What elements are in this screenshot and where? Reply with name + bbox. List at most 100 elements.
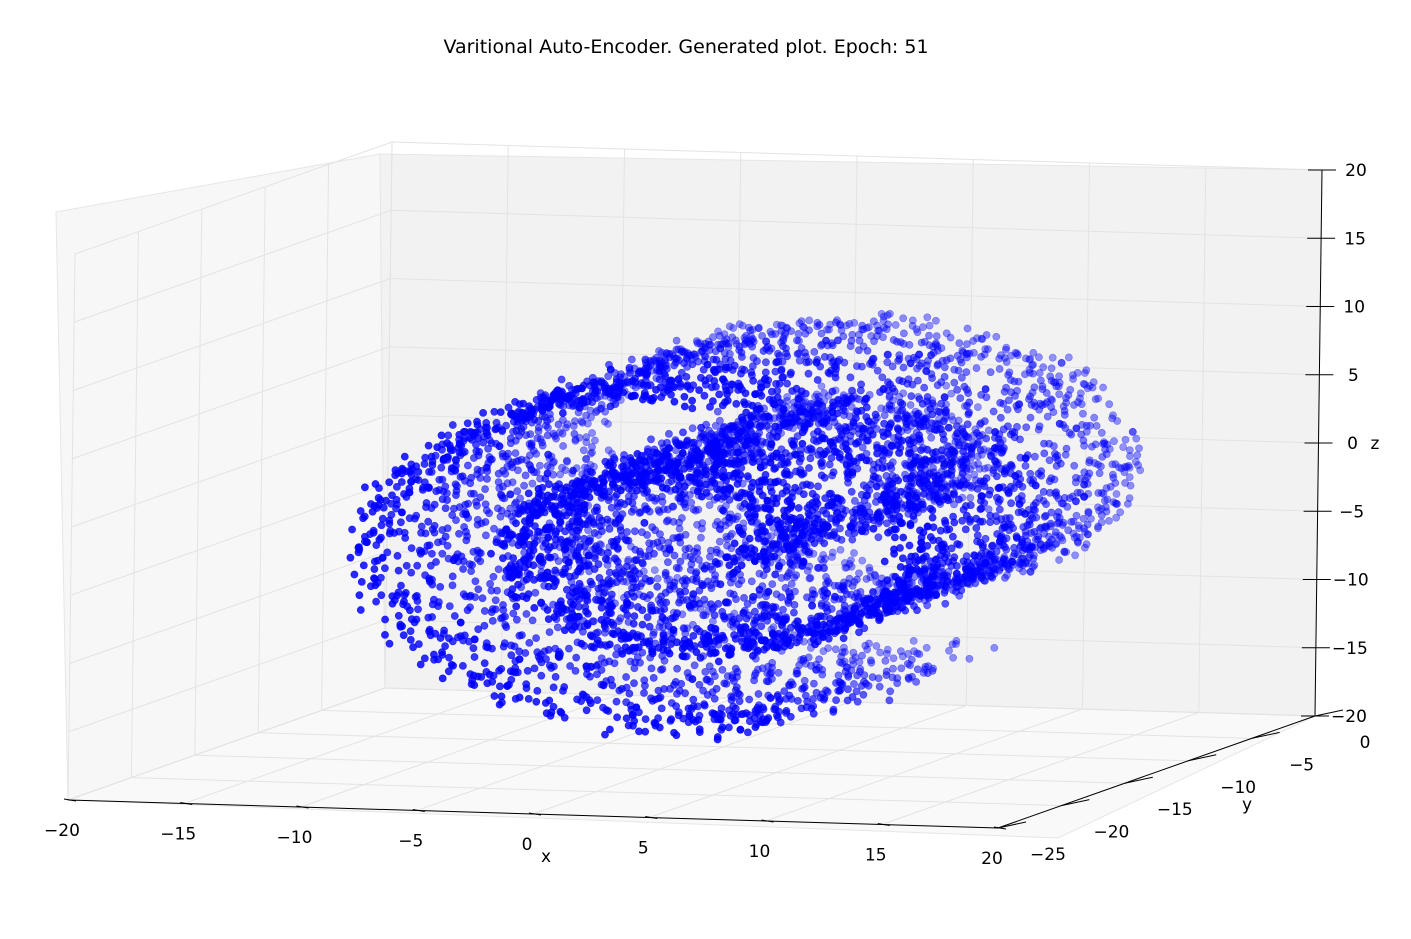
scatter-point [529,561,538,570]
scatter-point [1105,445,1114,453]
scatter-point [1126,452,1134,460]
scatter-point [926,533,935,541]
scatter-point [832,627,841,636]
scatter-point [417,529,425,537]
scatter-point [777,460,786,469]
scatter-point [862,394,871,403]
scatter-point [1032,513,1041,522]
scatter-point [1089,378,1098,386]
scatter-point [1046,519,1055,528]
scatter-point [741,389,750,398]
scatter-point [473,420,482,429]
scatter-point [1112,490,1121,498]
scatter-point [489,572,498,581]
scatter-point [783,396,791,405]
scatter-point [559,409,567,417]
scatter-point [370,565,379,573]
scatter-point [893,679,902,688]
scatter-point [769,602,777,611]
scatter-point [962,552,971,561]
scatter-point [973,334,981,343]
scatter-point [862,324,871,332]
scatter-point [1064,391,1073,399]
scatter-point [984,505,993,514]
scatter-point [1106,482,1115,491]
scatter-point [515,647,524,656]
scatter-point [1021,370,1029,379]
scatter-point [550,613,559,621]
scatter-point [559,442,567,450]
scatter-point [890,434,898,442]
scatter-point [831,645,840,654]
scatter-point [1057,358,1066,367]
scatter-point [942,583,951,591]
scatter-point [715,365,724,374]
scatter-point [613,644,622,652]
scatter-point [908,316,917,325]
scatter-point [937,563,945,572]
scatter-point [899,363,908,372]
scatter-point [396,620,405,629]
scatter-point [940,462,948,470]
scatter-point [805,464,813,472]
scatter-point [581,542,589,550]
scatter-point [695,386,703,394]
scatter-point [774,357,783,366]
scatter-point [641,391,650,400]
scatter-point [551,530,560,539]
scatter-point [1084,507,1093,516]
scatter-point [653,574,662,583]
scatter-point [932,316,940,325]
scatter-point [613,713,621,722]
scatter-point [1029,369,1037,378]
scatter-point [438,674,447,683]
scatter-point [1080,468,1089,477]
scatter-point [655,457,664,466]
scatter-point [672,336,681,345]
scatter-point [853,362,861,370]
scatter-point [980,417,989,426]
scatter-point [1047,364,1056,373]
scatter-point [1000,354,1009,362]
x-tick [645,816,658,819]
scatter-point [815,663,823,672]
scatter-point [406,627,415,635]
scatter-point [723,535,731,543]
scatter-point [1019,567,1027,576]
scatter-point [1001,574,1009,582]
scatter-point [743,635,752,644]
scatter-point [370,574,378,583]
scatter-point [888,458,897,467]
scatter-point [441,642,449,650]
scatter-point [535,555,544,564]
scatter-point [947,389,956,398]
scatter-point [885,696,894,705]
scatter-point [473,554,482,563]
scatter-point [1005,396,1013,405]
scatter-point [598,527,606,536]
scatter-point [933,342,942,351]
scatter-point [536,461,544,470]
y-tick [1251,731,1280,739]
scatter-point [961,525,970,534]
scatter-point [839,332,848,341]
scatter-point [862,403,871,412]
scatter-point [557,709,566,717]
scatter-point [1098,452,1107,461]
gridline-y-floor [131,777,1062,807]
scatter-point [635,590,644,599]
scatter-point [613,499,622,508]
scatter-point [913,504,922,513]
scatter-point [767,625,776,634]
scatter-point [641,727,650,736]
scatter-point [1122,462,1131,471]
scatter-point [1073,537,1082,546]
x-tick [528,812,542,816]
scatter-point [794,504,803,512]
scatter-point [1081,369,1089,377]
scatter-point [532,697,541,706]
scatter-point [874,533,883,542]
scatter-point [523,667,532,675]
scatter-point [883,350,892,359]
scatter-point [932,555,941,564]
